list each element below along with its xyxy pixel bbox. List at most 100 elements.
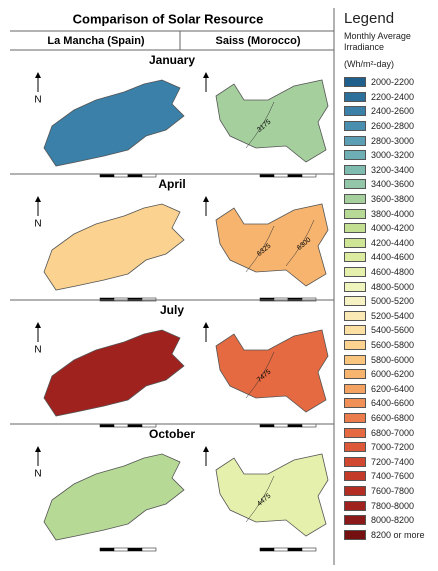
legend-label: 2400-2600: [371, 106, 415, 117]
scale-bar: [287, 547, 303, 552]
legend-swatch: [344, 91, 366, 102]
north-arrow-head: [203, 446, 209, 452]
north-arrow-head: [35, 196, 41, 202]
legend-item: 2800-3000: [344, 133, 434, 148]
legend-item: 3600-3800: [344, 192, 434, 207]
legend-items: 2000-2200 2200-2400 2400-2600 2600-2800 2800…: [344, 75, 434, 542]
legend-swatch: [344, 208, 366, 219]
legend-item: 7400-7600: [344, 469, 434, 484]
north-label: N: [34, 219, 41, 230]
legend-swatch: [344, 310, 366, 321]
region: [43, 329, 185, 417]
legend-item: 5800-6000: [344, 352, 434, 367]
legend-item: 6600-6800: [344, 411, 434, 426]
north-arrow-head: [35, 446, 41, 452]
legend-label: 2000-2200: [371, 77, 415, 88]
legend-label: 2200-2400: [371, 91, 415, 102]
legend-unit: (Wh/m²-day): [344, 59, 394, 69]
legend-swatch: [344, 106, 366, 117]
legend-item: 3200-3400: [344, 163, 434, 178]
legend-swatch: [344, 194, 366, 205]
column-header: Saiss (Morocco): [216, 35, 301, 47]
legend-swatch: [344, 135, 366, 146]
legend-label: 6400-6600: [371, 398, 415, 409]
legend-label: 5600-5800: [371, 339, 415, 350]
legend-label: 5400-5600: [371, 325, 415, 336]
legend-item: 4200-4400: [344, 236, 434, 251]
legend-item: 6400-6600: [344, 396, 434, 411]
legend-swatch: [344, 383, 366, 394]
legend-item: 4800-5000: [344, 279, 434, 294]
legend-swatch: [344, 369, 366, 380]
legend-item: 2600-2800: [344, 119, 434, 134]
legend-swatch: [344, 164, 366, 175]
legend-item: 7200-7400: [344, 454, 434, 469]
north-arrow-head: [203, 196, 209, 202]
legend-swatch: [344, 515, 366, 526]
legend-swatch: [344, 150, 366, 161]
legend-item: 7000-7200: [344, 440, 434, 455]
scale-bar: [259, 547, 275, 552]
legend-swatch: [344, 485, 366, 496]
contour-line: [245, 351, 275, 399]
legend-swatch: [344, 442, 366, 453]
legend-swatch: [344, 529, 366, 540]
legend-item: 4400-4600: [344, 250, 434, 265]
legend-swatch: [344, 179, 366, 190]
legend-label: 3400-3600: [371, 179, 415, 190]
north-label: N: [34, 345, 41, 356]
legend-label: 7600-7800: [371, 485, 415, 496]
legend-label: 7200-7400: [371, 456, 415, 467]
legend-item: 4000-4200: [344, 221, 434, 236]
legend-item: 6200-6400: [344, 381, 434, 396]
north-label: N: [34, 95, 41, 106]
legend-swatch: [344, 281, 366, 292]
legend-item: 2000-2200: [344, 75, 434, 90]
column-header: La Mancha (Spain): [47, 35, 145, 47]
legend-label: 4800-5000: [371, 281, 415, 292]
region: [43, 79, 185, 167]
legend-swatch: [344, 237, 366, 248]
legend-swatch: [344, 77, 366, 88]
legend-item: 7800-8000: [344, 498, 434, 513]
region: [215, 79, 329, 163]
legend-label: 5200-5400: [371, 310, 415, 321]
month-label: April: [158, 177, 185, 191]
legend-swatch: [344, 121, 366, 132]
legend: Legend Monthly Average Irradiance (Wh/m²…: [344, 10, 434, 542]
legend-item: 5200-5400: [344, 309, 434, 324]
legend-swatch: [344, 456, 366, 467]
north-arrow-head: [203, 322, 209, 328]
scale-bar: [99, 547, 115, 552]
legend-item: 8000-8200: [344, 513, 434, 528]
legend-title: Legend: [344, 10, 395, 27]
legend-swatch: [344, 339, 366, 350]
legend-label: 3800-4000: [371, 208, 415, 219]
north-arrow-head: [203, 72, 209, 78]
region: [43, 203, 185, 291]
region: [215, 203, 329, 287]
legend-item: 8200 or more: [344, 527, 434, 542]
legend-label: 7000-7200: [371, 442, 415, 453]
legend-swatch: [344, 267, 366, 278]
month-label: October: [149, 427, 195, 441]
region: [215, 329, 329, 413]
legend-label: 6200-6400: [371, 383, 415, 394]
contour-line: [245, 225, 275, 273]
scale-bar: [127, 547, 143, 552]
maps-panel: Comparison of Solar Resource La Mancha (…: [10, 8, 335, 565]
legend-swatch: [344, 354, 366, 365]
legend-label: 3000-3200: [371, 150, 415, 161]
legend-label: 4000-4200: [371, 223, 415, 234]
scale-bar: [273, 547, 289, 552]
legend-swatch: [344, 325, 366, 336]
legend-swatch: [344, 412, 366, 423]
contour-line: [285, 219, 315, 267]
scale-bar: [141, 547, 157, 552]
legend-item: 2400-2600: [344, 104, 434, 119]
region: [43, 453, 185, 541]
legend-label: 4200-4400: [371, 237, 415, 248]
legend-item: 5400-5600: [344, 323, 434, 338]
legend-label: 4400-4600: [371, 252, 415, 263]
